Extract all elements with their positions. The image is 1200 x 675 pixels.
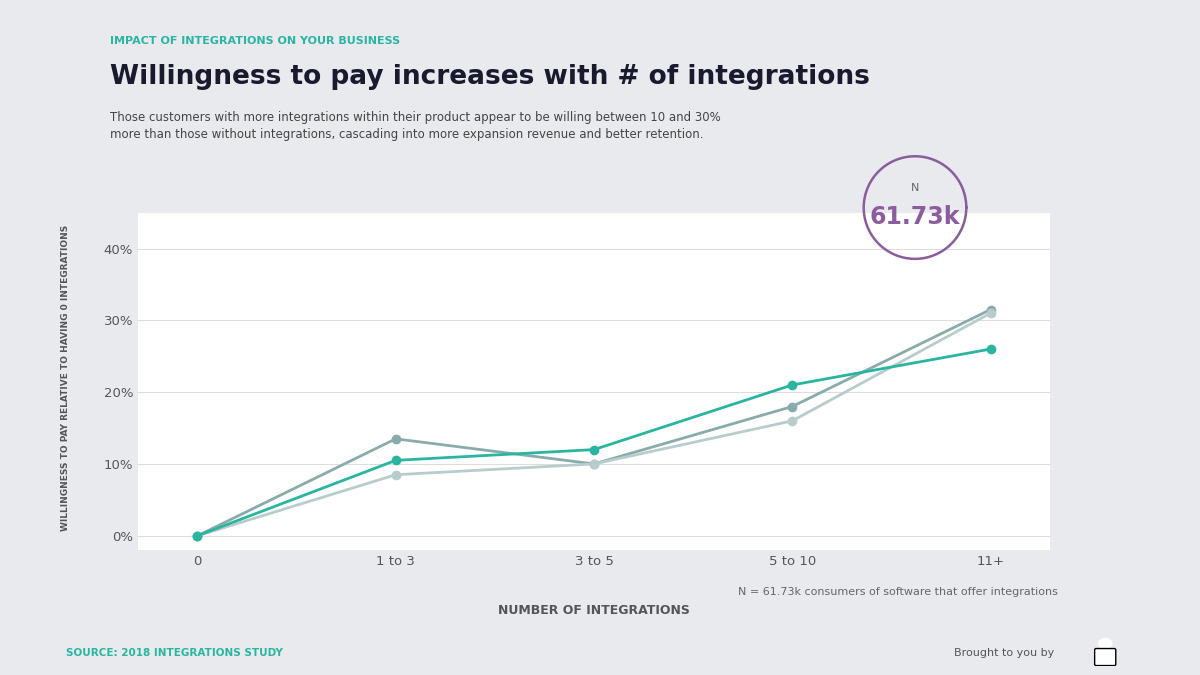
Enterprise ($100M+) [587,460,601,468]
Text: N: N [911,183,919,193]
SMB ($5M or Less) [389,456,403,464]
Enterprise ($100M+) [191,532,205,540]
Text: Brought to you by: Brought to you by [954,648,1055,658]
Text: more than those without integrations, cascading into more expansion revenue and : more than those without integrations, ca… [110,128,704,141]
Line: Growth ($10.01M to $25M): Growth ($10.01M to $25M) [193,309,995,540]
Text: 61.73k: 61.73k [870,205,960,229]
SMB ($5M or Less) [983,345,997,353]
Growth ($10.01M to $25M) [785,417,799,425]
Growth ($10.01M to $25M) [587,460,601,468]
Text: Willingness to pay increases with # of integrations: Willingness to pay increases with # of i… [110,64,870,90]
Ellipse shape [1099,639,1112,649]
Growth ($10.01M to $25M) [983,309,997,317]
Text: IMPACT OF INTEGRATIONS ON YOUR BUSINESS: IMPACT OF INTEGRATIONS ON YOUR BUSINESS [110,36,401,46]
Enterprise ($100M+) [389,435,403,443]
SMB ($5M or Less) [191,532,205,540]
Growth ($10.01M to $25M) [389,470,403,479]
Growth ($10.01M to $25M) [191,532,205,540]
SMB ($5M or Less) [785,381,799,389]
Line: Enterprise ($100M+): Enterprise ($100M+) [193,305,995,540]
Text: NUMBER OF INTEGRATIONS: NUMBER OF INTEGRATIONS [498,604,690,618]
Line: SMB ($5M or Less): SMB ($5M or Less) [193,345,995,540]
Text: N = 61.73k consumers of software that offer integrations: N = 61.73k consumers of software that of… [738,587,1058,597]
Text: WILLINGNESS TO PAY RELATIVE TO HAVING 0 INTEGRATIONS: WILLINGNESS TO PAY RELATIVE TO HAVING 0 … [61,225,71,531]
FancyBboxPatch shape [1094,649,1116,666]
SMB ($5M or Less) [587,446,601,454]
Text: Those customers with more integrations within their product appear to be willing: Those customers with more integrations w… [110,111,721,124]
Enterprise ($100M+) [983,306,997,314]
Enterprise ($100M+) [785,402,799,410]
Text: SOURCE: 2018 INTEGRATIONS STUDY: SOURCE: 2018 INTEGRATIONS STUDY [66,648,283,658]
